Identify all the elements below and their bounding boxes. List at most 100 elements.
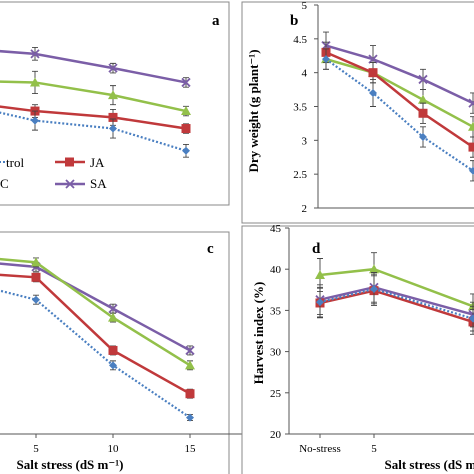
panel-b-ytick-label: 3.5	[293, 102, 307, 114]
panel-b-ytick-label: 4	[302, 68, 308, 80]
panel-d-series-control-point	[469, 314, 474, 323]
panel-b-series-control-point	[322, 55, 330, 64]
panel-c-xtick-label: 15	[185, 443, 197, 455]
panel-d-series-c-point	[369, 264, 379, 274]
legend-ja-label: JA	[90, 155, 105, 170]
panel-a-letter: a	[212, 13, 220, 29]
panel-a-series-ja-point	[181, 124, 191, 134]
panel-b-plot: 2 2.5 3 3.5 4 4.5 5	[293, 0, 474, 215]
panel-b-ytick-label: 5	[302, 0, 308, 12]
panel-d-series-control-point	[370, 284, 378, 293]
panel-c-series-ja-line	[0, 273, 191, 395]
legend-sa-marker	[65, 179, 75, 189]
panel-a-series-ja-point	[108, 112, 118, 122]
panel-c-xlabel: Salt stress (dS m⁻¹)	[17, 457, 124, 472]
panel-d-ylabel: Harvest index (%)	[251, 282, 266, 385]
panel-b-ytick-label: 4.5	[293, 34, 307, 46]
panel-b-letter: b	[290, 13, 298, 29]
legend: trol JA C SA	[0, 155, 107, 191]
panel-a-series-sa-point	[30, 49, 40, 59]
panel-d-ytick-label: 35	[270, 305, 282, 317]
panel-a-series-control	[0, 110, 190, 158]
panel-b-series-c-point	[418, 94, 428, 104]
panel-d-ytick-label: 40	[270, 264, 282, 276]
panel-a-series-c-line	[0, 80, 187, 113]
panel-b-series-c-line	[325, 57, 474, 128]
panel-c-series-c	[0, 257, 195, 371]
panel-c-series-c-point	[185, 360, 195, 370]
panel-c-series-ja-point	[31, 272, 41, 282]
panel-c-series-sa-line	[0, 262, 191, 352]
panel-a-series-sa-line	[0, 49, 187, 84]
panel-b-series-control-point	[419, 132, 427, 141]
panel-b-ytick-label: 2.5	[293, 169, 307, 181]
panel-c-series-ja-point	[108, 345, 118, 355]
panel-d-xlabel: Salt stress (dS m⁻¹)	[385, 457, 474, 472]
panel-a-series-control-point	[31, 116, 39, 125]
panel-b-series-sa-point	[368, 54, 378, 64]
panel-a-frame	[0, 1, 230, 206]
panel-b-series-sa-point	[418, 74, 428, 85]
panel-b-ylabel: Dry weight (g plant⁻¹)	[246, 49, 261, 172]
panel-a-series-control-point	[182, 146, 190, 155]
panel-d-series-control-line	[319, 287, 474, 320]
legend-sa-label: SA	[90, 176, 107, 191]
panel-b-series-control-line	[325, 58, 474, 172]
panel-a-series-c-point	[181, 106, 191, 116]
panel-c-series-c-line	[0, 257, 191, 367]
panel-c-series-c-point	[31, 257, 41, 267]
panel-c-series-control-point	[186, 413, 194, 422]
panel-b-series-ja-point	[418, 108, 428, 118]
panel-d-xtick-label: 5	[371, 443, 377, 455]
panel-c-series-ja	[0, 272, 195, 399]
panel-c-xtick-label: 10	[108, 443, 120, 455]
panel-d-series-c-point	[315, 269, 325, 279]
panel-d-series-control-point	[316, 298, 324, 307]
panel-c-series-sa-point	[108, 304, 118, 314]
panel-b-series-ja-point	[468, 142, 474, 152]
panel-b-series-control	[322, 48, 474, 182]
panel-b-series-c-point	[468, 121, 474, 131]
panel-d-ytick-label: 45	[270, 223, 282, 235]
legend-control-label: trol	[6, 155, 24, 170]
panel-b-series-sa-point	[468, 98, 474, 108]
panel-d-ytick-label: 25	[270, 388, 282, 400]
panel-d-series-control	[316, 273, 474, 332]
panel-d-series-ja-point	[468, 317, 474, 327]
panel-c-series-sa-point	[185, 345, 195, 356]
panel-b-series-control-point	[369, 88, 377, 97]
panel-a-series-sa-point	[181, 77, 191, 88]
panel-c-series-ja-point	[185, 389, 195, 399]
panel-d-letter: d	[312, 241, 321, 257]
panel-d-ytick-label: 30	[270, 347, 282, 359]
panel-c-xtick-label: 5	[33, 443, 39, 455]
panel-a-series-control-line	[0, 111, 187, 152]
legend-c-label: C	[0, 176, 9, 191]
panel-d: 20 25 30 35 40 45 No-stress 5 d Harvest index (…	[241, 223, 474, 474]
panel-b-series-sa-line	[325, 44, 474, 105]
panel-c-series-control	[0, 289, 194, 422]
panel-a-series-c-point	[30, 77, 40, 87]
panel-b-series-control-point	[469, 166, 474, 175]
panel-b-series-ja-line	[325, 51, 474, 149]
panel-c-letter: c	[207, 241, 214, 257]
panel-d-ytick-label: 20	[270, 429, 282, 441]
panel-d-series-c	[315, 252, 474, 320]
panel-b: 2 2.5 3 3.5 4 4.5 5 b Dry weight (g plant⁻¹)	[241, 0, 474, 224]
panel-a: a trol JA C SA	[0, 1, 230, 206]
panel-a-series-sa	[0, 47, 191, 88]
panel-a-series-sa-point	[108, 63, 118, 73]
panel-b-ytick-label: 2	[302, 203, 308, 215]
panel-a-series-c	[0, 70, 191, 117]
panel-b-ytick-label: 3	[302, 135, 308, 147]
panel-c-series-control-point	[32, 295, 40, 304]
panel-c: 5 10 15 c Salt stress (dS m⁻¹)	[0, 231, 474, 474]
panel-a-series-ja-line	[0, 105, 187, 130]
panel-d-frame	[241, 225, 474, 474]
panel-a-plot	[0, 47, 191, 158]
panel-a-series-c-point	[108, 90, 118, 100]
panel-b-frame	[241, 1, 474, 224]
panel-d-xtick-label: No-stress	[299, 443, 341, 455]
panel-c-series-control-point	[109, 361, 117, 370]
